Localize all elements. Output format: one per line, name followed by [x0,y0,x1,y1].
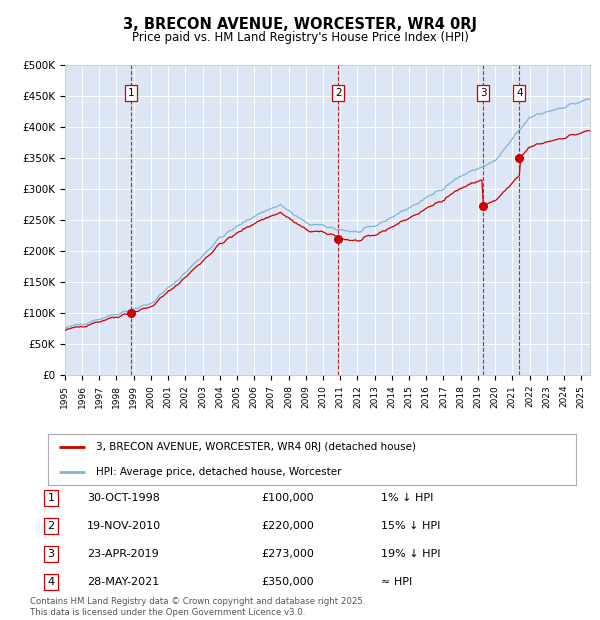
Text: Contains HM Land Registry data © Crown copyright and database right 2025.
This d: Contains HM Land Registry data © Crown c… [30,598,365,617]
Text: £100,000: £100,000 [261,493,314,503]
Text: 1: 1 [127,88,134,98]
Text: 3, BRECON AVENUE, WORCESTER, WR4 0RJ: 3, BRECON AVENUE, WORCESTER, WR4 0RJ [123,17,477,32]
Text: 1: 1 [47,493,55,503]
Text: 19% ↓ HPI: 19% ↓ HPI [381,549,440,559]
Text: 4: 4 [516,88,523,98]
Text: ≈ HPI: ≈ HPI [381,577,412,587]
Text: Price paid vs. HM Land Registry's House Price Index (HPI): Price paid vs. HM Land Registry's House … [131,31,469,44]
Text: £273,000: £273,000 [261,549,314,559]
Text: 28-MAY-2021: 28-MAY-2021 [87,577,159,587]
Text: £350,000: £350,000 [261,577,314,587]
Text: 23-APR-2019: 23-APR-2019 [87,549,159,559]
Text: 3: 3 [480,88,487,98]
Text: 30-OCT-1998: 30-OCT-1998 [87,493,160,503]
Text: 2: 2 [335,88,341,98]
Text: 19-NOV-2010: 19-NOV-2010 [87,521,161,531]
Text: 3: 3 [47,549,55,559]
Text: 3, BRECON AVENUE, WORCESTER, WR4 0RJ (detached house): 3, BRECON AVENUE, WORCESTER, WR4 0RJ (de… [95,441,416,452]
Text: £220,000: £220,000 [261,521,314,531]
Text: 1% ↓ HPI: 1% ↓ HPI [381,493,433,503]
Text: 2: 2 [47,521,55,531]
Text: HPI: Average price, detached house, Worcester: HPI: Average price, detached house, Worc… [95,467,341,477]
Text: 15% ↓ HPI: 15% ↓ HPI [381,521,440,531]
Text: 4: 4 [47,577,55,587]
